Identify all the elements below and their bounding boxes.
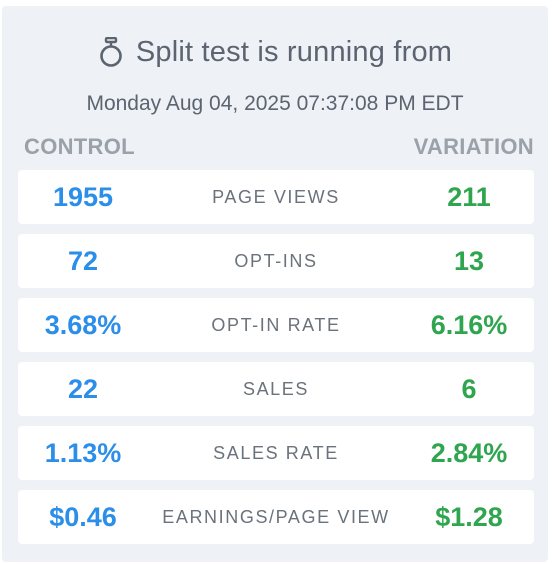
variation-value: 211 xyxy=(447,181,491,212)
variation-column-header: VARIATION xyxy=(413,134,534,159)
variation-value: $1.28 xyxy=(435,501,503,532)
control-value: 22 xyxy=(67,373,99,404)
metric-row-sales-rate: 1.13% SALES RATE 2.84% xyxy=(18,426,534,480)
metric-row-page-views: 1955 PAGE VIEWS 211 xyxy=(18,170,534,224)
variation-value: 2.84% xyxy=(430,437,508,468)
metric-row-sales: 22 SALES 6 xyxy=(18,362,534,416)
metrics-table: 1955 PAGE VIEWS 211 72 OPT-INS 13 3.68% … xyxy=(18,170,534,554)
control-value: 1.13% xyxy=(44,437,122,468)
title-text: Split test is running from xyxy=(135,35,453,68)
stopwatch-icon xyxy=(98,36,124,67)
metric-label: EARNINGS/PAGE VIEW xyxy=(162,506,390,527)
control-value: 72 xyxy=(67,245,99,276)
control-value: 1955 xyxy=(52,181,114,212)
split-test-title: Split test is running from xyxy=(2,32,548,72)
control-column-header: CONTROL xyxy=(24,134,135,159)
metric-row-opt-ins: 72 OPT-INS 13 xyxy=(18,234,534,288)
variation-value: 13 xyxy=(453,245,485,276)
control-value: $0.46 xyxy=(49,501,117,532)
control-value: 3.68% xyxy=(44,309,122,340)
metric-label: PAGE VIEWS xyxy=(212,186,340,207)
split-test-panel: Split test is running from Monday Aug 04… xyxy=(2,6,548,562)
variation-value: 6.16% xyxy=(430,309,508,340)
metric-label: SALES RATE xyxy=(213,442,339,463)
metric-row-earnings-per-page-view: $0.46 EARNINGS/PAGE VIEW $1.28 xyxy=(18,490,534,544)
metric-label: SALES xyxy=(242,378,310,399)
metric-row-opt-in-rate: 3.68% OPT-IN RATE 6.16% xyxy=(18,298,534,352)
variation-value: 6 xyxy=(461,373,477,404)
metric-label: OPT-INS xyxy=(234,250,318,271)
metric-label: OPT-IN RATE xyxy=(211,314,341,335)
start-timestamp: Monday Aug 04, 2025 07:37:08 PM EDT xyxy=(86,92,464,115)
